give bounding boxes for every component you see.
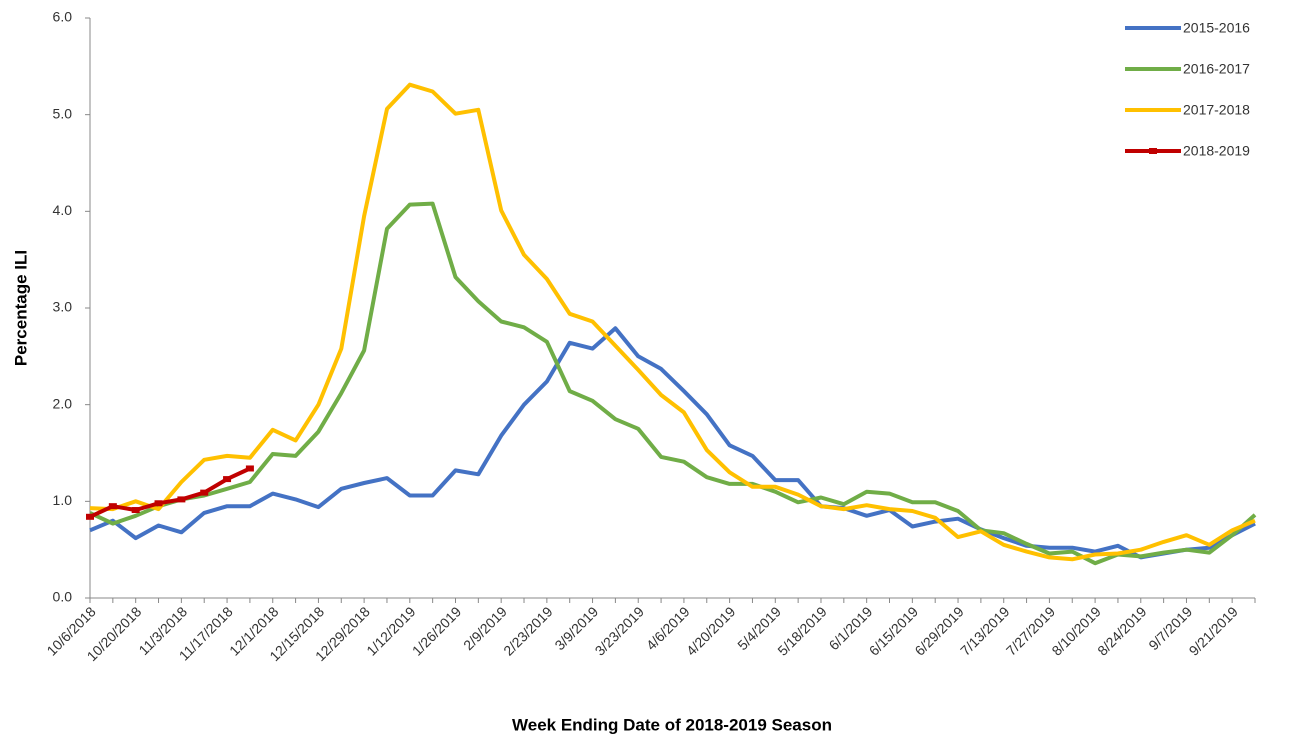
x-tick-label: 6/29/2019 <box>911 603 967 659</box>
y-tick-label: 5.0 <box>53 105 73 121</box>
y-axis-title: Percentage ILI <box>11 250 30 366</box>
x-tick-label: 8/24/2019 <box>1094 603 1150 659</box>
y-tick-label: 6.0 <box>53 9 73 25</box>
point-marker <box>108 503 117 510</box>
y-tick-label: 4.0 <box>53 202 73 218</box>
y-tick-label: 0.0 <box>53 589 73 605</box>
x-tick-label: 9/21/2019 <box>1186 603 1242 659</box>
x-tick-label: 8/10/2019 <box>1048 603 1104 659</box>
legend-label: 2017-2018 <box>1183 102 1250 118</box>
x-tick-label: 1/12/2019 <box>363 603 419 659</box>
point-marker <box>177 496 186 503</box>
point-marker <box>86 513 94 520</box>
series-line <box>89 82 1256 562</box>
x-tick-label: 7/27/2019 <box>1003 603 1059 659</box>
x-tick-label: 7/13/2019 <box>957 603 1013 659</box>
point-marker <box>154 500 163 507</box>
x-axis-title: Week Ending Date of 2018-2019 Season <box>512 715 832 734</box>
y-tick-label: 1.0 <box>53 492 73 508</box>
y-tick-label: 2.0 <box>53 395 73 411</box>
point-marker <box>223 476 232 483</box>
x-tick-label: 5/18/2019 <box>774 603 830 659</box>
legend-label: 2018-2019 <box>1183 143 1250 159</box>
x-tick-label: 1/26/2019 <box>409 603 465 659</box>
x-tick-label: 3/23/2019 <box>592 603 648 659</box>
x-tick-label: 6/15/2019 <box>866 603 922 659</box>
series-line <box>89 201 1257 566</box>
legend-marker <box>1149 148 1157 154</box>
y-tick-label: 3.0 <box>53 299 73 315</box>
point-marker <box>245 465 254 472</box>
point-marker <box>131 507 140 514</box>
legend-label: 2015-2016 <box>1183 20 1250 36</box>
series-line <box>89 326 1256 560</box>
x-tick-label: 4/20/2019 <box>683 603 739 659</box>
legend-label: 2016-2017 <box>1183 61 1250 77</box>
x-tick-label: 2/23/2019 <box>500 603 556 659</box>
point-marker <box>200 489 209 496</box>
